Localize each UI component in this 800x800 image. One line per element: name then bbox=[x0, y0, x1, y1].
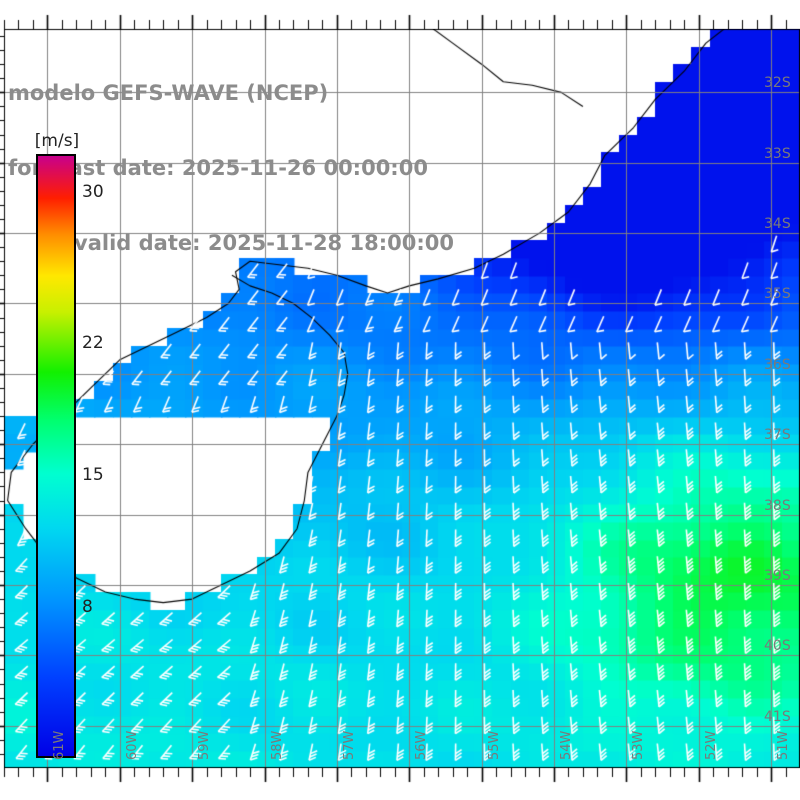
y-tick-38S: 38S bbox=[764, 497, 791, 514]
colorbar-gradient bbox=[36, 154, 76, 758]
colorbar-label-30: 30 bbox=[82, 181, 104, 202]
y-tick-39S: 39S bbox=[764, 568, 791, 584]
y-tick-36S: 36S bbox=[764, 356, 791, 373]
y-tick-35S: 35S bbox=[764, 286, 791, 303]
x-tick-61W: 61W bbox=[52, 730, 68, 760]
x-tick-60W: 60W bbox=[124, 730, 140, 760]
y-tick-40S: 40S bbox=[764, 638, 791, 655]
y-tick-37S: 37S bbox=[764, 427, 791, 444]
x-tick-52W: 52W bbox=[703, 730, 719, 760]
colorbar-label-15: 15 bbox=[82, 464, 104, 485]
x-tick-53W: 53W bbox=[631, 730, 647, 760]
x-tick-54W: 54W bbox=[558, 730, 574, 760]
x-tick-56W: 56W bbox=[414, 730, 430, 760]
x-tick-55W: 55W bbox=[486, 730, 502, 760]
y-tick-32S: 32S bbox=[764, 75, 791, 92]
y-tick-33S: 33S bbox=[764, 145, 791, 162]
y-tick-34S: 34S bbox=[764, 216, 791, 233]
colorbar-label-8: 8 bbox=[82, 597, 93, 617]
y-tick-41S: 41S bbox=[764, 708, 791, 725]
x-tick-57W: 57W bbox=[341, 730, 357, 760]
x-tick-51W: 51W bbox=[776, 730, 792, 760]
x-tick-59W: 59W bbox=[197, 730, 213, 760]
colorbar-unit-label: [m/s] bbox=[34, 131, 80, 151]
colorbar bbox=[36, 154, 76, 758]
x-tick-58W: 58W bbox=[269, 730, 285, 760]
colorbar-label-22: 22 bbox=[82, 332, 104, 353]
